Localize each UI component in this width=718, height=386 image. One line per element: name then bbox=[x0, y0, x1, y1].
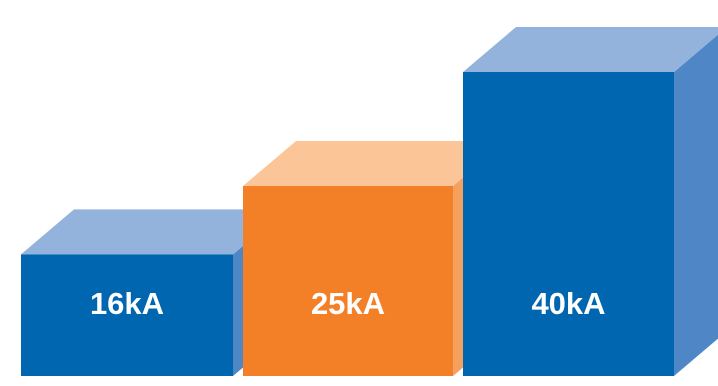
bar-front-face bbox=[463, 72, 674, 376]
bar-label: 40kA bbox=[531, 286, 605, 321]
bar-side-face bbox=[674, 34, 718, 376]
bars-layer: 16kA 25kA 40kA bbox=[21, 27, 718, 376]
bar-label: 16kA bbox=[90, 286, 164, 321]
bar-top-face bbox=[243, 141, 506, 186]
bar-top-face bbox=[463, 27, 718, 72]
bar-label: 25kA bbox=[311, 286, 385, 321]
bar-40kA: 40kA bbox=[463, 27, 718, 376]
bar-top-face bbox=[21, 209, 286, 255]
bar-front-face bbox=[21, 254, 233, 376]
bar-front-face bbox=[243, 186, 453, 376]
